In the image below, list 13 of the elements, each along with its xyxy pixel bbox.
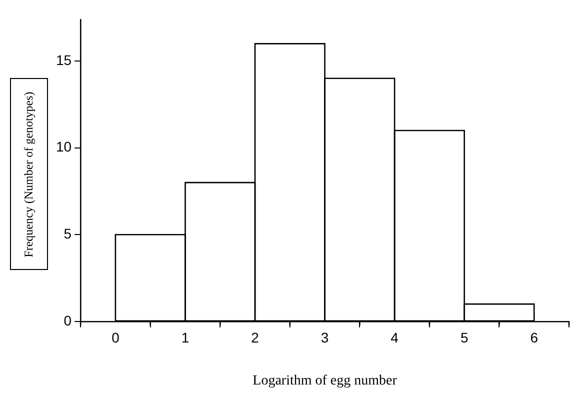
- x-tick-label: 2: [251, 330, 260, 346]
- x-tick-label: 6: [530, 330, 538, 346]
- x-tick-label: 4: [390, 330, 399, 346]
- x-tick-label: 1: [181, 330, 190, 346]
- y-tick-label: 5: [64, 225, 72, 242]
- x-tick-label: 0: [112, 330, 120, 346]
- x-tick-label: 5: [460, 330, 468, 346]
- y-tick-label: 15: [56, 52, 72, 68]
- x-axis-title: Logarithm of egg number: [252, 373, 398, 388]
- x-tick-label: 3: [320, 330, 329, 346]
- y-tick-label: 0: [64, 312, 72, 328]
- y-tick-label: 10: [56, 138, 72, 155]
- y-axis-title: Frequency (Number of genotypes): [22, 91, 36, 257]
